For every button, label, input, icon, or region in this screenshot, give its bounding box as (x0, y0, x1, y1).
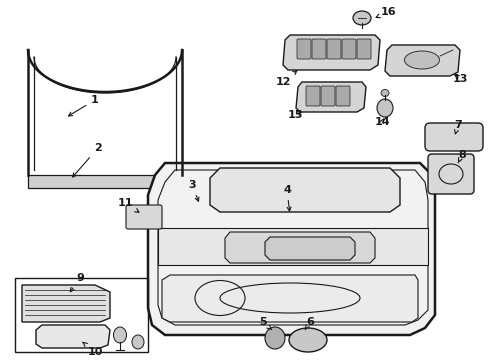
FancyBboxPatch shape (336, 86, 350, 106)
Text: 10: 10 (83, 342, 103, 357)
Polygon shape (210, 168, 400, 212)
Text: 7: 7 (454, 120, 462, 134)
FancyBboxPatch shape (321, 86, 335, 106)
FancyBboxPatch shape (357, 39, 371, 59)
Text: 9: 9 (71, 273, 84, 292)
Text: 11: 11 (117, 198, 139, 212)
Text: 14: 14 (374, 117, 390, 127)
Polygon shape (162, 275, 418, 322)
FancyBboxPatch shape (126, 205, 162, 229)
Polygon shape (225, 232, 375, 263)
Ellipse shape (353, 11, 371, 25)
Ellipse shape (405, 51, 440, 69)
Polygon shape (296, 82, 366, 112)
Ellipse shape (265, 327, 285, 349)
FancyBboxPatch shape (306, 86, 320, 106)
Polygon shape (283, 35, 380, 70)
Ellipse shape (289, 328, 327, 352)
FancyBboxPatch shape (342, 39, 356, 59)
Text: 12: 12 (275, 71, 297, 87)
Text: 8: 8 (458, 150, 466, 163)
Polygon shape (158, 228, 428, 265)
Text: 2: 2 (73, 143, 102, 177)
Polygon shape (148, 163, 435, 335)
FancyBboxPatch shape (312, 39, 326, 59)
FancyBboxPatch shape (428, 154, 474, 194)
Polygon shape (22, 285, 110, 322)
Ellipse shape (381, 90, 389, 96)
Polygon shape (265, 237, 355, 260)
Text: 3: 3 (188, 180, 199, 201)
Text: 1: 1 (69, 95, 99, 116)
Text: 6: 6 (305, 317, 314, 330)
Ellipse shape (132, 335, 144, 349)
Text: 4: 4 (283, 185, 291, 211)
Text: 15: 15 (287, 110, 303, 120)
Polygon shape (385, 45, 460, 76)
Text: 16: 16 (376, 7, 396, 18)
Text: 13: 13 (452, 74, 467, 84)
Polygon shape (36, 325, 110, 348)
FancyBboxPatch shape (425, 123, 483, 151)
Text: 5: 5 (259, 317, 271, 330)
Polygon shape (28, 175, 182, 188)
FancyBboxPatch shape (297, 39, 311, 59)
FancyBboxPatch shape (327, 39, 341, 59)
Ellipse shape (377, 99, 393, 117)
Ellipse shape (114, 327, 126, 343)
